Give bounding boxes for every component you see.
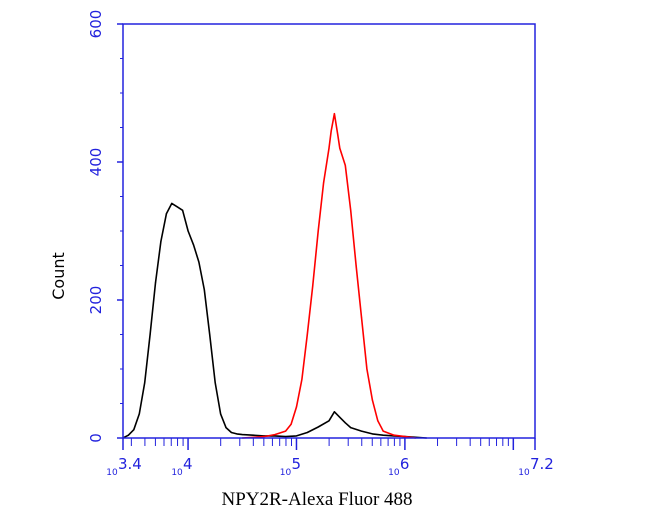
x-axis-tick-labels: 10 3.4 10 4 10 5 10 6 10 7.2 bbox=[106, 455, 554, 478]
series-1-point bbox=[127, 434, 130, 436]
series-1-point bbox=[154, 282, 157, 284]
series-2-point bbox=[350, 209, 352, 211]
x-tick-label: 10 5 bbox=[280, 455, 301, 478]
series-1-point bbox=[182, 209, 184, 211]
series-1-point bbox=[328, 420, 330, 422]
y-axis-ticks bbox=[117, 23, 123, 439]
series-2-point bbox=[290, 423, 292, 425]
series-line-2 bbox=[242, 112, 416, 439]
x-tick-base: 10 bbox=[518, 468, 530, 478]
series-line-1 bbox=[122, 202, 427, 439]
y-axis-label: Count bbox=[49, 252, 68, 300]
series-2-point bbox=[285, 430, 287, 432]
series-2-point bbox=[393, 434, 395, 436]
x-tick-exponent: 5 bbox=[291, 455, 301, 473]
series-2-point bbox=[312, 285, 314, 287]
series-1-point bbox=[198, 261, 200, 263]
series-layer bbox=[122, 112, 428, 439]
series-1-point bbox=[203, 289, 205, 291]
series-1-point bbox=[344, 422, 346, 424]
x-tick-base: 10 bbox=[388, 468, 400, 478]
series-2-point bbox=[337, 133, 339, 135]
series-2-point bbox=[301, 378, 303, 380]
series-1-point bbox=[149, 333, 151, 336]
series-1-point bbox=[371, 433, 373, 435]
y-axis-tick-labels: 0 200 400 600 bbox=[87, 10, 105, 443]
y-tick-label: 200 bbox=[87, 286, 105, 315]
series-2-point bbox=[355, 264, 357, 267]
series-2-point bbox=[263, 436, 265, 438]
y-tick-label: 400 bbox=[87, 148, 105, 177]
series-2-point bbox=[295, 406, 298, 408]
series-2-point bbox=[366, 368, 368, 370]
series-1-point bbox=[171, 202, 173, 204]
x-tick-exponent: 7.2 bbox=[530, 455, 554, 473]
x-tick-label: 10 6 bbox=[388, 455, 409, 478]
series-1-point bbox=[138, 413, 140, 415]
series-2-point bbox=[360, 316, 363, 318]
series-1-point bbox=[295, 435, 298, 437]
series-1-point bbox=[187, 230, 189, 232]
series-1-point bbox=[285, 436, 287, 438]
series-1-point bbox=[165, 213, 167, 215]
series-1-point bbox=[133, 429, 135, 431]
series-1-point bbox=[192, 244, 195, 246]
series-1-point bbox=[160, 240, 162, 242]
series-2-point bbox=[317, 230, 319, 232]
series-1-point bbox=[214, 382, 216, 384]
series-2-point bbox=[330, 130, 332, 132]
series-1-point bbox=[360, 430, 363, 432]
series-2-point bbox=[344, 164, 346, 167]
series-2-point bbox=[371, 399, 373, 401]
x-tick-exponent: 4 bbox=[183, 455, 193, 473]
series-2-point bbox=[404, 436, 406, 438]
x-tick-label: 10 7.2 bbox=[518, 455, 554, 478]
series-1-point bbox=[317, 426, 319, 428]
x-axis-label: NPY2R-Alexa Fluor 488 bbox=[221, 489, 412, 510]
series-2-point bbox=[339, 147, 341, 149]
series-1-point bbox=[209, 333, 211, 336]
series-1-point bbox=[176, 206, 178, 208]
plot-frame bbox=[122, 23, 536, 439]
y-tick-label: 600 bbox=[87, 10, 105, 39]
series-1-point bbox=[219, 413, 222, 415]
series-1-point bbox=[252, 434, 254, 436]
x-tick-base: 10 bbox=[106, 468, 118, 478]
series-1-point bbox=[241, 433, 243, 436]
series-1-point bbox=[230, 431, 233, 434]
series-1-point bbox=[306, 431, 308, 434]
series-1-point bbox=[382, 434, 384, 436]
series-1-point bbox=[333, 411, 336, 413]
x-axis-ticks bbox=[122, 438, 536, 450]
series-1-point bbox=[236, 433, 238, 435]
x-tick-base: 10 bbox=[171, 468, 183, 478]
series-2-point bbox=[377, 420, 379, 422]
series-2-point bbox=[306, 333, 308, 336]
x-tick-exponent: 6 bbox=[400, 455, 410, 473]
x-tick-exponent: 3.4 bbox=[118, 455, 142, 473]
series-2-point bbox=[328, 147, 330, 149]
series-1-point bbox=[350, 427, 352, 429]
x-tick-label: 10 3.4 bbox=[106, 455, 142, 478]
series-1-point bbox=[339, 416, 341, 418]
series-1-point bbox=[225, 427, 227, 429]
series-2-point bbox=[333, 113, 336, 115]
series-2-point bbox=[322, 182, 325, 184]
series-2-point bbox=[382, 430, 384, 432]
series-1-point bbox=[144, 382, 146, 384]
series-2-point bbox=[274, 433, 276, 436]
x-tick-label: 10 4 bbox=[171, 455, 192, 478]
x-tick-base: 10 bbox=[280, 468, 292, 478]
y-tick-label: 0 bbox=[87, 433, 105, 443]
series-1-point bbox=[274, 435, 276, 437]
